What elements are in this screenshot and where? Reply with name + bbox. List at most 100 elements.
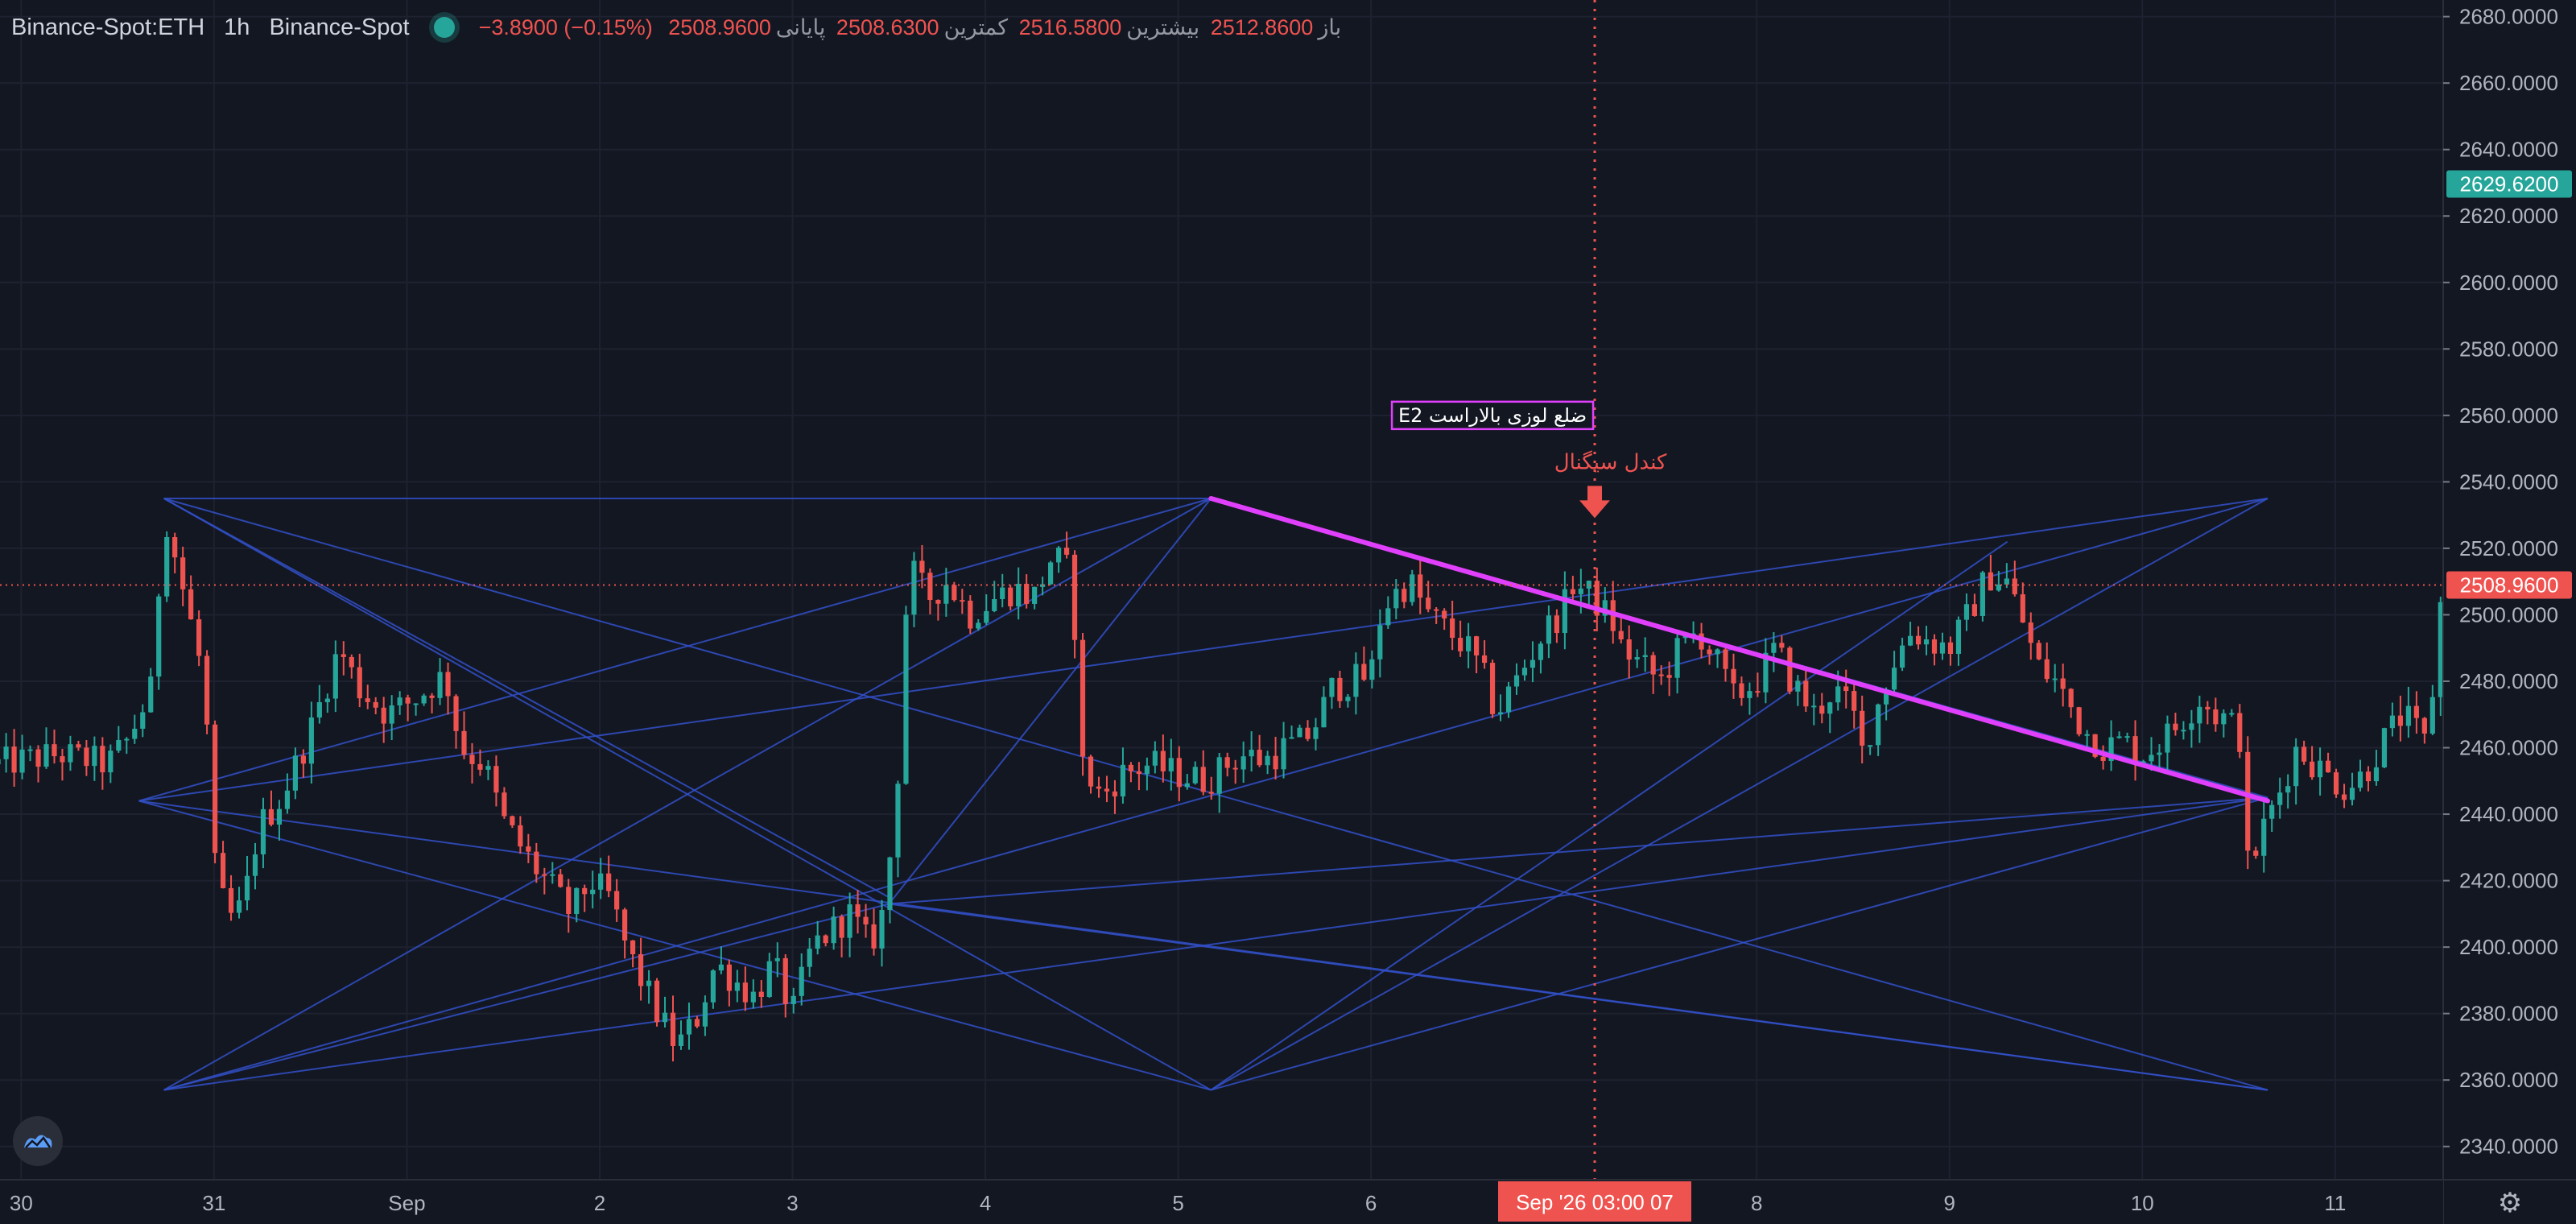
- candle-body: [694, 1019, 700, 1027]
- candlestick-series: [0, 122, 2449, 1062]
- magenta-trendline[interactable]: [1208, 496, 2271, 804]
- candle-body: [670, 1012, 676, 1046]
- candle-body: [365, 698, 370, 702]
- pattern-line[interactable]: [889, 903, 2268, 1091]
- pattern-line[interactable]: [138, 498, 2268, 802]
- candle-body: [1249, 750, 1254, 757]
- candle-body: [2012, 578, 2017, 595]
- candle-body: [1843, 686, 1849, 692]
- candle-body: [911, 560, 917, 615]
- candle-body: [2381, 728, 2388, 767]
- pattern-line[interactable]: [163, 796, 2268, 1091]
- candle-body: [2237, 713, 2243, 752]
- low-label: کمترین: [943, 14, 1009, 39]
- candle-body: [2310, 761, 2315, 778]
- pattern-line[interactable]: [138, 498, 1212, 802]
- candle-body: [662, 1012, 668, 1023]
- candle-body: [1634, 657, 1640, 660]
- candle-body: [140, 712, 146, 729]
- candle-body: [614, 891, 620, 910]
- x-tick-label: 9: [1944, 1191, 1955, 1215]
- pattern-line[interactable]: [163, 498, 2268, 1091]
- trendline[interactable]: [1208, 496, 2271, 804]
- candle-body: [2421, 717, 2427, 734]
- interval-label[interactable]: 1h: [224, 14, 250, 40]
- candle-body: [895, 784, 901, 858]
- candle-body: [1538, 643, 1544, 660]
- candle-body: [2100, 756, 2106, 761]
- candle-body: [1971, 604, 1978, 616]
- gear-icon[interactable]: ⚙: [2497, 1187, 2523, 1219]
- symbol-name[interactable]: Binance-Spot:ETH: [11, 14, 205, 40]
- candle-body: [1626, 639, 1632, 660]
- tradingview-logo-icon[interactable]: [13, 1116, 63, 1166]
- y-tick-label: 2420.0000: [2459, 869, 2558, 893]
- market-status-icon[interactable]: [433, 17, 455, 38]
- pattern-line[interactable]: [888, 498, 1212, 905]
- pattern-line[interactable]: [163, 498, 890, 899]
- candle-body: [968, 600, 973, 629]
- candle-body: [1200, 767, 1206, 792]
- candle-body: [292, 755, 298, 791]
- candle-body: [2365, 771, 2372, 782]
- candle-body: [807, 949, 812, 967]
- candle-body: [574, 887, 580, 914]
- time-axis[interactable]: 30 31 Sep 2 3 4 5 6 8 9 10 11 Sep '26 03:00 07: [0, 1179, 2576, 1224]
- candle-body: [2116, 736, 2122, 738]
- annotation-text: ضلع لوزی بالاراست E2: [1398, 404, 1587, 427]
- candle-body: [2084, 734, 2090, 736]
- pattern-line[interactable]: [163, 903, 890, 1091]
- candle-body: [1192, 767, 1198, 784]
- candle-body: [1176, 758, 1182, 788]
- candle-body: [903, 614, 909, 784]
- candle-body: [132, 728, 138, 739]
- candle-body: [935, 600, 941, 604]
- candle-body: [260, 808, 266, 854]
- candle-body: [2341, 794, 2347, 800]
- candle-body: [1055, 548, 1062, 563]
- candle-body: [43, 744, 49, 767]
- candle-body: [2165, 723, 2170, 753]
- crosshair-time-label: Sep '26 03:00 07: [1516, 1190, 1674, 1214]
- candle-body: [1096, 786, 1102, 789]
- candle-body: [1024, 583, 1030, 604]
- candle-body: [550, 874, 555, 876]
- y-tick-label: 2580.0000: [2459, 337, 2558, 361]
- pattern-line[interactable]: [1210, 498, 2268, 1091]
- candle-body: [308, 717, 314, 764]
- price-axis[interactable]: 2340.0000 2360.0000 2380.0000 2400.0000 2420…: [2442, 0, 2576, 1224]
- pattern-line[interactable]: [1210, 540, 2008, 1091]
- candle-body: [1224, 757, 1230, 768]
- candle-body: [1827, 702, 1833, 714]
- price-axis-bg: [2443, 0, 2576, 1224]
- candle-body: [2413, 705, 2419, 718]
- x-tick-label: 4: [980, 1191, 991, 1215]
- candle-body: [1876, 704, 1881, 746]
- candle-body: [2060, 678, 2066, 689]
- y-tick-label: 2460.0000: [2459, 736, 2558, 760]
- diamond-pattern-lines[interactable]: [138, 498, 2268, 1091]
- candle-body: [1088, 756, 1094, 787]
- candle-body: [2261, 818, 2267, 856]
- candle-body: [590, 889, 596, 895]
- candle-body: [108, 751, 114, 773]
- pattern-line[interactable]: [138, 800, 1212, 1091]
- pattern-line[interactable]: [1211, 796, 2268, 1091]
- candle-body: [582, 887, 588, 895]
- candle-body: [2429, 697, 2435, 734]
- candle-body: [871, 924, 877, 949]
- candle-body: [1586, 581, 1591, 589]
- candle-body: [172, 536, 178, 558]
- pattern-line[interactable]: [889, 796, 2268, 905]
- close-value: 2508.9600: [668, 14, 771, 39]
- candle-body: [1723, 649, 1728, 669]
- annotation-box[interactable]: [1390, 400, 1595, 431]
- y-tick-label: 2640.0000: [2459, 138, 2558, 162]
- candle-body: [1337, 677, 1343, 701]
- candle-body: [1032, 586, 1038, 604]
- candle-body: [300, 755, 306, 764]
- candle-body: [2036, 643, 2041, 660]
- candle-body: [726, 964, 732, 991]
- candle-body: [1321, 697, 1327, 728]
